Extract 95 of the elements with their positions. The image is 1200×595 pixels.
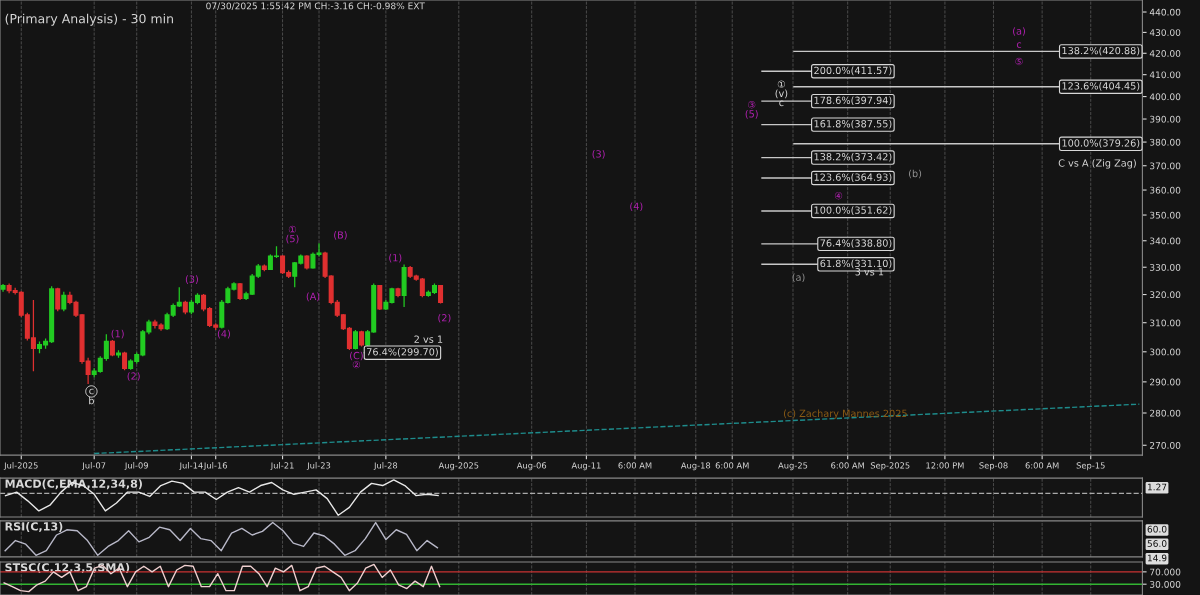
y-tick-label: 330.00 (1150, 263, 1181, 271)
text: 14.9 (1147, 554, 1167, 562)
x-tick-label: Aug-06 (516, 462, 547, 471)
x-tick-label: 6:00 AM (1025, 462, 1059, 469)
annotation: (2) (438, 313, 451, 323)
annotation: ④ (834, 192, 843, 200)
y-tick-label: 310.00 (1150, 319, 1181, 327)
text: 60.0 (1147, 525, 1167, 533)
annotation: ⑤ (1015, 57, 1023, 66)
ref-line-label: 161.8%(387.55) (814, 119, 892, 129)
text: (Primary Analysis) - 30 min (5, 13, 173, 26)
annotation: (c) Zachary Mannes 2025 (783, 409, 907, 419)
candlestick (61, 291, 67, 312)
y-tick-label: 70.000 (1150, 568, 1181, 576)
x-tick-label: 12:00 PM (926, 462, 964, 469)
y-tick-label: 320.00 (1150, 291, 1181, 299)
ref-line-label: 138.2%(420.88) (1062, 46, 1140, 56)
x-tick-label: Jul-2025 (3, 462, 38, 471)
annotation: (3) (185, 275, 198, 284)
annotation: (a) (1013, 27, 1025, 36)
x-tick-label: Sep-15 (1076, 462, 1105, 471)
chart-subtitle: 07/30/2025 1:55:42 PM CH:-3.16 CH:-0.98% EXT (206, 2, 425, 10)
annotation: ③ (748, 101, 756, 109)
y-tick-label: 370.00 (1150, 162, 1181, 170)
y-tick-label: 400.00 (1149, 93, 1181, 101)
annotation: (v) (775, 89, 788, 99)
x-tick-label: Jul-23 (306, 462, 331, 471)
text: 56.0 (1147, 540, 1167, 547)
annotation: b (89, 396, 94, 405)
x-tick-label: Aug-18 (680, 462, 711, 471)
annotation: ① (288, 225, 297, 234)
ref-line-label: 178.6%(397.94) (814, 96, 892, 106)
y-tick-label: 290.00 (1150, 378, 1181, 386)
y-tick-label: 410.00 (1149, 71, 1181, 79)
y-tick-label: 360.00 (1150, 186, 1181, 194)
line-series (3, 563, 441, 593)
annotation: (a) (792, 273, 805, 283)
y-tick-label: 430.00 (1149, 29, 1181, 36)
annotation: (A) (306, 292, 320, 302)
x-tick-label: Jul-09 (124, 462, 148, 471)
ref-line-label: 76.4%(338.80) (820, 239, 892, 248)
ref-line-label: 100.0%(379.26) (1062, 139, 1140, 148)
annotation: C vs A (Zig Zag) (1058, 159, 1136, 169)
y-tick-label: 390.00 (1150, 115, 1181, 123)
annotation: 2 vs 1 (414, 335, 443, 343)
x-tick-label: Sep-08 (979, 462, 1008, 471)
annotation: (2) (127, 372, 140, 381)
annotation: (C) (350, 351, 363, 361)
ref-line-label: 76.4%(299.70) (366, 347, 438, 357)
x-tick-label: Jul-14 (179, 462, 203, 471)
annotation: (5) (745, 110, 758, 119)
annotation: (B) (334, 231, 347, 240)
ref-line-label: 123.6%(404.45) (1062, 82, 1140, 91)
x-tick-label: Jul-28 (373, 462, 398, 471)
x-tick-label: Aug-25 (778, 462, 808, 471)
candlestick (377, 284, 383, 311)
annotation: (1) (111, 329, 124, 339)
annotation: (3) (592, 150, 605, 159)
annotation: ② (352, 361, 361, 369)
y-tick-label: 300.00 (1150, 348, 1181, 356)
text: 1.27 (1147, 483, 1167, 491)
x-tick-label: Aug-11 (571, 462, 601, 471)
annotation: ① (777, 80, 786, 88)
annotation: c (779, 100, 784, 107)
y-tick-label: 30.000 (1150, 580, 1181, 588)
x-tick-label: Aug-2025 (438, 462, 479, 471)
ref-line-label: 61.8%(331.10) (820, 259, 892, 269)
y-tick-label: 280.00 (1150, 409, 1181, 417)
annotation: (b) (909, 169, 922, 179)
annotation: (4) (217, 329, 230, 339)
y-tick-label: 380.00 (1150, 138, 1181, 146)
ref-line-label: 100.0%(351.62) (814, 206, 892, 215)
y-tick-label: 420.00 (1149, 50, 1181, 57)
annotation: (5) (286, 234, 299, 244)
ref-line-label: 200.0%(411.57) (814, 66, 892, 76)
y-tick-label: 350.00 (1150, 211, 1181, 219)
annotation: c (89, 388, 94, 395)
annotation: (4) (630, 202, 643, 212)
x-tick-label: Sep-2025 (870, 462, 910, 471)
x-tick-label: Jul-07 (81, 462, 106, 471)
candlestick (122, 351, 128, 371)
x-tick-label: 6:00 AM (715, 462, 749, 469)
ref-line-label: 123.6%(364.93) (814, 173, 892, 182)
annotation: c (1016, 42, 1022, 48)
annotation: (1) (389, 253, 402, 263)
annotation: 3 vs 1 (855, 268, 884, 276)
ref-line-label: 138.2%(373.42) (814, 152, 892, 162)
y-tick-label: 270.00 (1150, 441, 1181, 449)
x-tick-label: 6:00 AM (618, 462, 652, 469)
y-tick-label: 440.00 (1149, 8, 1181, 16)
chart-title: RSI(C,13) (5, 522, 63, 533)
y-tick-label: 340.00 (1150, 237, 1181, 245)
x-tick-label: Jul-21 (270, 462, 294, 471)
x-tick-label: 6:00 AM (831, 462, 864, 469)
x-tick-label: Jul-16 (203, 462, 228, 471)
